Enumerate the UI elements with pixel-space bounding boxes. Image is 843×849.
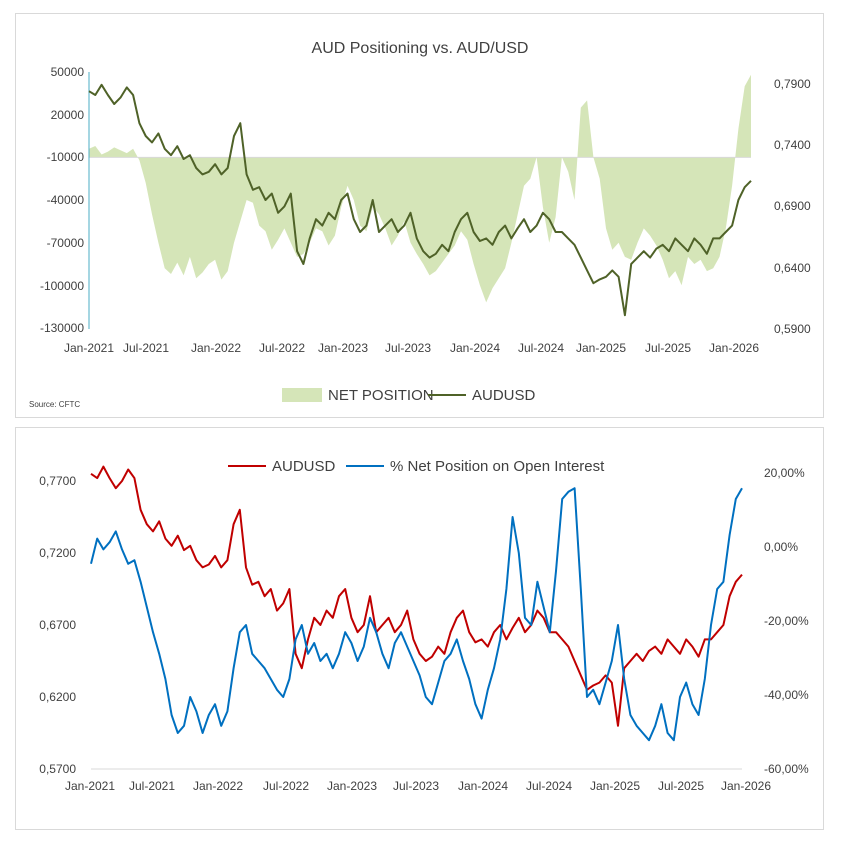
x-tick-label: Jan-2021 — [65, 779, 115, 793]
positioning-chart-svg: AUD Positioning vs. AUD/USD 50000 20000 -1… — [29, 40, 811, 409]
y-right-tick-label: 0,00% — [764, 540, 798, 554]
x-tick-label: Jan-2025 — [590, 779, 640, 793]
y-right-tick-label: -20,00% — [764, 614, 809, 628]
y-left-tick-label: 0,7700 — [39, 474, 76, 488]
y-right-tick-label: 0,7900 — [774, 77, 811, 91]
x-tick-label: Jan-2025 — [576, 341, 626, 355]
x-tick-label: Jan-2021 — [64, 341, 114, 355]
legend-label-audusd: AUDUSD — [472, 387, 536, 404]
x-tick-label: Jan-2026 — [721, 779, 771, 793]
x-tick-label: Jul-2022 — [263, 779, 309, 793]
x-tick-label: Jan-2022 — [191, 341, 241, 355]
y-right-tick-label: 0,6900 — [774, 199, 811, 213]
chart-panel-positioning: AUD Positioning vs. AUD/USD 50000 20000 -1… — [15, 13, 824, 418]
y-left-tick-label: 0,7200 — [39, 546, 76, 560]
y-left-tick-label: -10000 — [47, 150, 85, 164]
legend-label-net-oi: % Net Position on Open Interest — [390, 458, 605, 475]
x-tick-label: Jul-2025 — [645, 341, 691, 355]
y-left-tick-label: -130000 — [40, 321, 84, 335]
series-line-net-oi — [90, 487, 743, 742]
series-line-audusd — [88, 83, 752, 317]
y-right-tick-label: -60,00% — [764, 762, 809, 776]
y-left-tick-label: 20000 — [51, 108, 85, 122]
x-tick-label: Jan-2024 — [450, 341, 500, 355]
y-right-tick-label: 0,7400 — [774, 138, 811, 152]
x-tick-label: Jul-2025 — [658, 779, 704, 793]
x-tick-label: Jan-2026 — [709, 341, 759, 355]
y-left-tick-label: 50000 — [51, 65, 85, 79]
y-left-tick-label: -70000 — [47, 236, 85, 250]
y-left-tick-label: 0,6700 — [39, 618, 76, 632]
series-area-net-position — [89, 74, 751, 303]
x-tick-label: Jan-2023 — [318, 341, 368, 355]
y-left-tick-label: 0,5700 — [39, 762, 76, 776]
legend-swatch-net-position — [282, 388, 322, 402]
y-right-tick-label: 0,5900 — [774, 322, 811, 336]
y-right-tick-label: -40,00% — [764, 688, 809, 702]
y-left-tick-label: -40000 — [47, 193, 85, 207]
x-tick-label: Jul-2024 — [526, 779, 572, 793]
y-left-tick-label: 0,6200 — [39, 690, 76, 704]
y-right-tick-label: 20,00% — [764, 466, 805, 480]
chart-title: AUD Positioning vs. AUD/USD — [312, 40, 529, 57]
x-tick-label: Jul-2021 — [123, 341, 169, 355]
x-tick-label: Jul-2023 — [393, 779, 439, 793]
chart-panel-open-interest: 0,7700 0,7200 0,6700 0,6200 0,5700 20,00% 0,00… — [15, 427, 824, 830]
source-note: Source: CFTC — [29, 400, 80, 409]
series-line-audusd — [90, 465, 743, 727]
x-tick-label: Jul-2022 — [259, 341, 305, 355]
x-tick-label: Jan-2024 — [458, 779, 508, 793]
legend-label-audusd: AUDUSD — [272, 458, 336, 475]
x-tick-label: Jul-2023 — [385, 341, 431, 355]
y-left-tick-label: -100000 — [40, 279, 84, 293]
open-interest-chart-svg: 0,7700 0,7200 0,6700 0,6200 0,5700 20,00% 0,00… — [39, 458, 809, 793]
y-right-tick-label: 0,6400 — [774, 261, 811, 275]
x-tick-label: Jan-2023 — [327, 779, 377, 793]
x-tick-label: Jul-2024 — [518, 341, 564, 355]
x-tick-label: Jul-2021 — [129, 779, 175, 793]
legend-label-net-position: NET POSITION — [328, 387, 434, 404]
x-tick-label: Jan-2022 — [193, 779, 243, 793]
